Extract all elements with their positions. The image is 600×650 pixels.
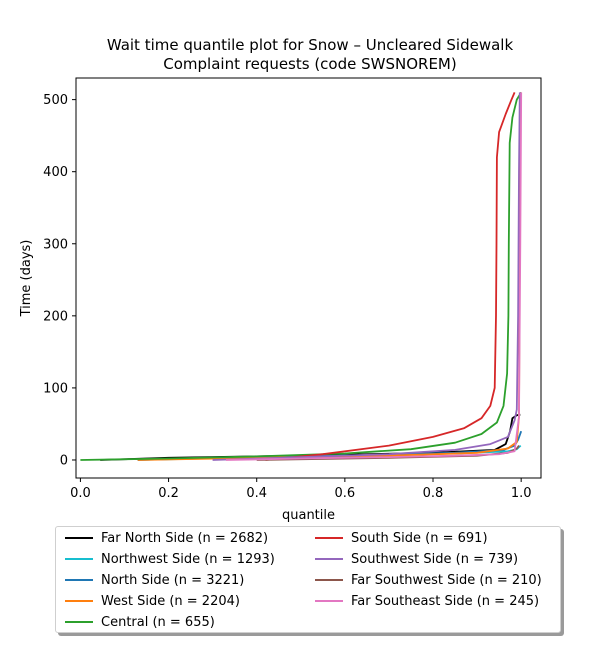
x-tick-label: 0.6 bbox=[335, 486, 356, 501]
y-tick-label: 0 bbox=[60, 453, 68, 468]
series-line-5 bbox=[80, 91, 522, 461]
legend-swatch bbox=[65, 537, 93, 539]
legend-label: Central (n = 655) bbox=[101, 614, 215, 630]
legend-item: Southwest Side (n = 739) bbox=[315, 549, 518, 569]
chart-subtitle: Complaint requests (code SWSNOREM) bbox=[163, 55, 457, 73]
chart-legend: Far North Side (n = 2682) Northwest Side … bbox=[55, 526, 561, 633]
x-tick-label: 0.8 bbox=[423, 486, 444, 501]
legend-swatch bbox=[315, 558, 343, 560]
legend-swatch bbox=[65, 600, 93, 602]
plot-frame bbox=[75, 77, 542, 479]
y-axis-label: Time (days) bbox=[19, 240, 34, 318]
y-tick-label: 100 bbox=[43, 381, 68, 396]
x-tick-label: 0.4 bbox=[246, 486, 267, 501]
legend-item: Northwest Side (n = 1293) bbox=[65, 549, 275, 569]
series-line-6 bbox=[265, 92, 516, 461]
legend-label: South Side (n = 691) bbox=[351, 530, 488, 546]
legend-swatch bbox=[315, 537, 343, 539]
legend-swatch bbox=[315, 579, 343, 581]
legend-item: Far Southwest Side (n = 210) bbox=[315, 570, 542, 590]
legend-item: South Side (n = 691) bbox=[315, 528, 488, 548]
x-tick-label: 1.0 bbox=[511, 486, 532, 501]
legend-item: North Side (n = 3221) bbox=[65, 570, 244, 590]
legend-item: Far Southeast Side (n = 245) bbox=[315, 591, 539, 611]
legend-label: Northwest Side (n = 1293) bbox=[101, 551, 275, 567]
x-axis-label: quantile bbox=[282, 508, 335, 523]
series-line-4 bbox=[137, 92, 522, 461]
legend-label: Southwest Side (n = 739) bbox=[351, 551, 519, 567]
legend-label: Far Southwest Side (n = 210) bbox=[351, 572, 542, 588]
series-line-7 bbox=[212, 92, 521, 461]
legend-label: North Side (n = 3221) bbox=[101, 572, 245, 588]
y-tick-label: 200 bbox=[43, 309, 68, 324]
legend-item: Central (n = 655) bbox=[65, 612, 215, 632]
y-tick-label: 400 bbox=[43, 165, 68, 180]
legend-swatch bbox=[65, 621, 93, 623]
legend-item: West Side (n = 2204) bbox=[65, 591, 240, 611]
series-line-9 bbox=[225, 92, 523, 461]
x-tick-label: 0.0 bbox=[70, 486, 91, 501]
legend-swatch bbox=[315, 600, 343, 602]
legend-label: West Side (n = 2204) bbox=[101, 593, 240, 609]
legend-swatch bbox=[65, 579, 93, 581]
y-tick-label: 500 bbox=[43, 93, 68, 108]
legend-item: Far North Side (n = 2682) bbox=[65, 528, 268, 548]
legend-swatch bbox=[65, 558, 93, 560]
legend-label: Far Southeast Side (n = 245) bbox=[351, 593, 540, 609]
chart-title: Wait time quantile plot for Snow – Uncle… bbox=[106, 36, 514, 54]
y-tick-label: 300 bbox=[43, 237, 68, 252]
x-tick-label: 0.2 bbox=[158, 486, 179, 501]
legend-label: Far North Side (n = 2682) bbox=[101, 530, 269, 546]
